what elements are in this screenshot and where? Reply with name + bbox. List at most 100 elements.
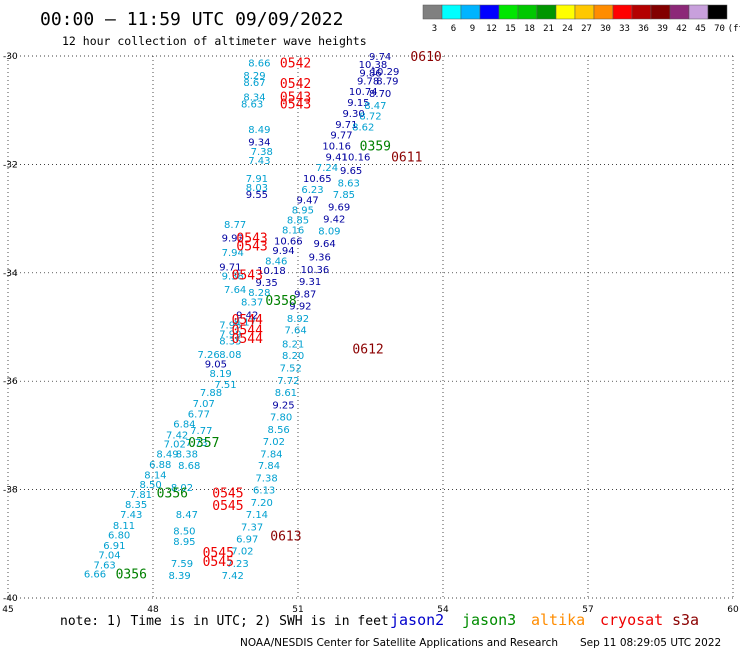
pass-time-label: 0356 [157, 486, 188, 501]
legend-swatch [669, 4, 690, 20]
wave-height-point: 7.14 [246, 510, 268, 521]
wave-height-point: 8.17 [234, 318, 256, 329]
pass-time-label: 0543 [280, 98, 311, 113]
wave-height-point: 10.18 [257, 266, 286, 277]
wave-height-point: 9.35 [255, 278, 277, 289]
x-tick-label: 48 [147, 605, 159, 615]
wave-height-point: 7.94 [222, 248, 244, 259]
x-tick-label: 51 [292, 605, 303, 615]
wave-height-point: 6.13 [253, 486, 275, 497]
y-tick-label: -38 [3, 486, 18, 496]
wave-height-point: 8.49 [248, 125, 270, 136]
pass-time-label: 0544 [232, 332, 263, 347]
legend-swatch [536, 4, 557, 20]
wave-height-point: 8.29 [243, 71, 265, 82]
wave-height-point: 8.62 [352, 122, 374, 133]
wave-height-point: 7.42 [166, 430, 188, 441]
x-tick-label: 45 [2, 605, 13, 615]
legend-swatch [631, 4, 652, 20]
pass-time-label: 0359 [360, 139, 391, 154]
wave-height-point: 10.65 [303, 174, 332, 185]
wave-height-point: 7.99 [219, 330, 241, 341]
wave-height-point: 7.59 [171, 559, 193, 570]
wave-height-point: 8.56 [268, 425, 290, 436]
legend-swatch [707, 4, 728, 20]
wave-height-point: 6.66 [84, 570, 106, 581]
wave-height-point: 7.52 [280, 364, 302, 375]
wave-height-point: 9.87 [294, 289, 316, 300]
legend-label: 39 [657, 24, 668, 34]
wave-height-point: 7.04 [98, 551, 120, 562]
wave-height-point: 9.55 [246, 190, 268, 201]
wave-height-point: 8.46 [265, 256, 287, 267]
wave-height-point: 8.28 [248, 288, 270, 299]
wave-height-point: 8.35 [125, 500, 147, 511]
legend-label: 12 [486, 24, 497, 34]
legend-label: 24 [562, 24, 573, 34]
satellite-jason2: jason2 [390, 611, 444, 629]
wave-height-point: 8.34 [243, 93, 265, 104]
wave-height-point: 10.38 [359, 60, 388, 71]
pass-time-label: 0545 [203, 555, 234, 570]
wave-height-point: 6.77 [188, 410, 210, 421]
wave-height-point: 6.80 [108, 531, 130, 542]
wave-height-point: 8.50 [173, 526, 195, 537]
wave-height-point: 8.03 [246, 183, 268, 194]
legend-label: 15 [505, 24, 516, 34]
wave-height-point: 9.36 [309, 253, 331, 264]
y-tick-label: -32 [3, 160, 18, 170]
wave-height-point: 7.02 [263, 437, 285, 448]
wave-height-point: 7.84 [258, 461, 280, 472]
chart-grid [7, 55, 734, 599]
legend-label: 42 [676, 24, 687, 34]
wave-height-point: 10.36 [301, 265, 330, 276]
x-tick-label: 54 [437, 605, 449, 615]
legend-label: 3 [432, 24, 437, 34]
wave-height-point: 7.38 [255, 474, 277, 485]
wave-height-point: 7.77 [190, 426, 212, 437]
legend-swatch [441, 4, 462, 20]
wave-height-point: 8.08 [219, 350, 241, 361]
legend-swatch [593, 4, 614, 20]
wave-height-point: 9.38 [222, 272, 244, 283]
wave-height-point: 7.07 [193, 399, 215, 410]
wave-height-point: 9.42 [236, 311, 258, 322]
wave-height-point: 7.85 [333, 190, 355, 201]
wave-height-point: 6.88 [149, 460, 171, 471]
wave-height-point: 9.30 [342, 109, 364, 120]
pass-time-label: 0545 [212, 499, 243, 514]
wave-height-point: 7.37 [241, 522, 263, 533]
wave-height-point: 6.91 [103, 541, 125, 552]
legend-swatch [650, 4, 671, 20]
wave-height-point: 7.84 [260, 449, 282, 460]
wave-height-point: 7.43 [120, 510, 142, 521]
wave-height-point: 8.47 [364, 101, 386, 112]
legend-label: 27 [581, 24, 592, 34]
satellite-altika: altika [531, 611, 585, 629]
wave-height-point: 7.02 [164, 440, 186, 451]
pass-time-label: 0544 [232, 324, 263, 339]
wave-height-point: 8.39 [168, 571, 190, 582]
x-tick-label: 57 [582, 605, 593, 615]
pass-time-label: 0543 [232, 268, 263, 283]
wave-height-point: 7.02 [231, 546, 253, 557]
wave-height-point: 9.31 [299, 277, 321, 288]
wave-height-point: 10.66 [274, 236, 303, 247]
wave-height-point: 7.88 [200, 388, 222, 399]
wave-height-point: 8.11 [113, 521, 135, 532]
wave-height-point: 8.95 [292, 205, 314, 216]
wave-height-point: 10.74 [349, 87, 378, 98]
wave-height-point: 8.14 [144, 470, 166, 481]
x-tick-label: 60 [727, 605, 739, 615]
wave-height-point: 9.15 [347, 98, 369, 109]
wave-height-point: 8.70 [369, 89, 391, 100]
wave-height-point: 9.41 [326, 152, 348, 163]
legend-swatch [422, 4, 443, 20]
wave-height-point: 9.71 [335, 120, 357, 131]
wave-height-point: 7.23 [226, 559, 248, 570]
wave-height-point: 8.92 [287, 314, 309, 325]
wave-height-point: 9.77 [330, 131, 352, 142]
